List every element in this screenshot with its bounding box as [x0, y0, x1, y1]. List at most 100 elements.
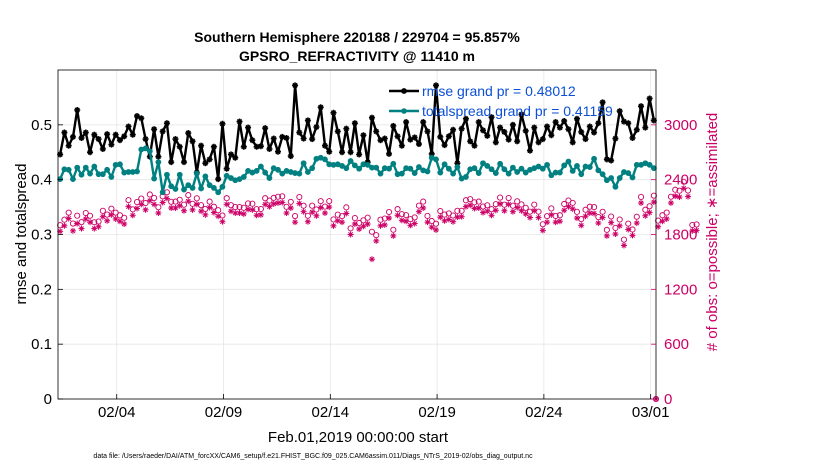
totalspread-point: [164, 171, 170, 178]
totalspread-point: [240, 174, 247, 180]
rmse-point: [407, 136, 414, 143]
x-tick-label: 03/01: [632, 404, 670, 421]
rmse-point: [445, 133, 452, 140]
rmse-point: [95, 136, 102, 143]
possible-obs-point: [99, 207, 106, 214]
assimilated-obs-point: [514, 204, 521, 211]
possible-obs-point: [292, 212, 299, 220]
totalspread-point: [501, 166, 508, 173]
x-tick-label: 02/24: [525, 404, 563, 421]
assimilated-obs-point: [159, 199, 166, 206]
assimilated-obs-point: [659, 218, 666, 225]
assimilated-obs-point: [215, 213, 222, 220]
totalspread-point: [181, 186, 187, 193]
possible-obs-point: [544, 213, 551, 220]
assimilated-obs-point: [69, 227, 76, 234]
rmse-point: [104, 131, 111, 138]
assimilated-obs-point: [676, 194, 683, 201]
assimilated-obs-point: [257, 211, 264, 218]
assimilated-obs-point: [450, 218, 457, 225]
rmse-point: [403, 119, 410, 126]
assimilated-obs-point: [262, 201, 269, 208]
assimilated-obs-point: [501, 207, 508, 214]
totalspread-point: [471, 165, 478, 172]
assimilated-obs-point: [526, 214, 533, 221]
assimilated-obs-point: [266, 203, 273, 210]
totalspread-point: [262, 169, 269, 176]
assimilated-obs-point: [202, 211, 209, 218]
totalspread-point: [441, 161, 448, 168]
possible-obs-point: [403, 212, 410, 219]
possible-obs-point: [497, 194, 504, 201]
possible-obs-point: [253, 206, 260, 213]
assimilated-obs-point: [185, 198, 192, 205]
rmse-point: [625, 120, 632, 127]
rmse-point: [633, 126, 640, 133]
totalspread-point: [510, 164, 516, 171]
assimilated-obs-point: [420, 204, 427, 211]
rmse-point: [69, 133, 76, 140]
rmse-point: [206, 156, 213, 163]
assimilated-obs-point: [326, 204, 333, 211]
totalspread-point: [189, 184, 196, 191]
rmse-point: [155, 153, 162, 160]
rmse-point: [484, 132, 491, 139]
possible-obs-point: [155, 204, 162, 211]
possible-obs-point: [74, 212, 81, 219]
totalspread-point: [539, 165, 546, 172]
rmse-point: [522, 127, 529, 134]
totalspread-point: [159, 189, 166, 196]
possible-obs-point: [514, 198, 521, 205]
rmse-point: [215, 176, 222, 183]
totalspread-point: [492, 170, 499, 176]
possible-obs-point: [424, 212, 431, 219]
possible-obs-point: [578, 216, 585, 223]
rmse-point: [287, 153, 294, 160]
totalspread-point: [343, 165, 350, 172]
rmse-point: [471, 142, 478, 149]
totalspread-point: [398, 170, 405, 177]
possible-obs-point: [86, 212, 94, 219]
assimilated-obs-point: [518, 207, 525, 214]
assimilated-obs-point: [471, 205, 478, 212]
totalspread-point: [454, 164, 461, 170]
totalspread-point: [612, 183, 619, 190]
rmse-point: [330, 109, 337, 116]
rmse-point: [638, 103, 645, 110]
possible-obs-point: [667, 193, 675, 200]
rmse-point: [373, 128, 380, 135]
data-file-footnote: data file: /Users/raeder/DAI/ATM_forcXX/…: [93, 453, 533, 460]
assimilated-obs-point: [582, 213, 589, 220]
assimilated-obs-point: [437, 214, 444, 221]
totalspread-point: [146, 148, 153, 155]
assimilated-obs-point: [368, 256, 375, 263]
possible-obs-point: [475, 198, 482, 205]
totalspread-point: [591, 155, 597, 162]
rmse-point: [356, 151, 363, 158]
rmse-point: [586, 123, 593, 130]
assimilated-obs-point: [411, 220, 418, 227]
totalspread-point: [625, 170, 632, 176]
possible-obs-point: [569, 199, 576, 206]
totalspread-point: [556, 169, 563, 176]
assimilated-obs-point: [595, 220, 602, 227]
totalspread-point: [522, 169, 529, 176]
totalspread-point: [151, 175, 158, 182]
rmse-point: [462, 115, 469, 122]
assimilated-obs-point: [539, 227, 546, 234]
possible-obs-point: [279, 193, 286, 200]
assimilated-obs-point: [116, 218, 123, 225]
totalspread-point: [206, 182, 213, 189]
rmse-point: [304, 117, 311, 124]
possible-obs-point: [168, 198, 175, 205]
rmse-point: [321, 142, 328, 149]
possible-obs-point: [185, 192, 192, 199]
totalspread-point: [424, 168, 431, 175]
rmse-point: [603, 156, 610, 163]
assimilated-obs-point: [296, 200, 303, 207]
totalspread-point: [505, 170, 512, 177]
totalspread-point: [142, 145, 149, 152]
totalspread-point: [616, 175, 623, 181]
rmse-point: [300, 135, 307, 142]
possible-obs-point: [257, 205, 264, 213]
